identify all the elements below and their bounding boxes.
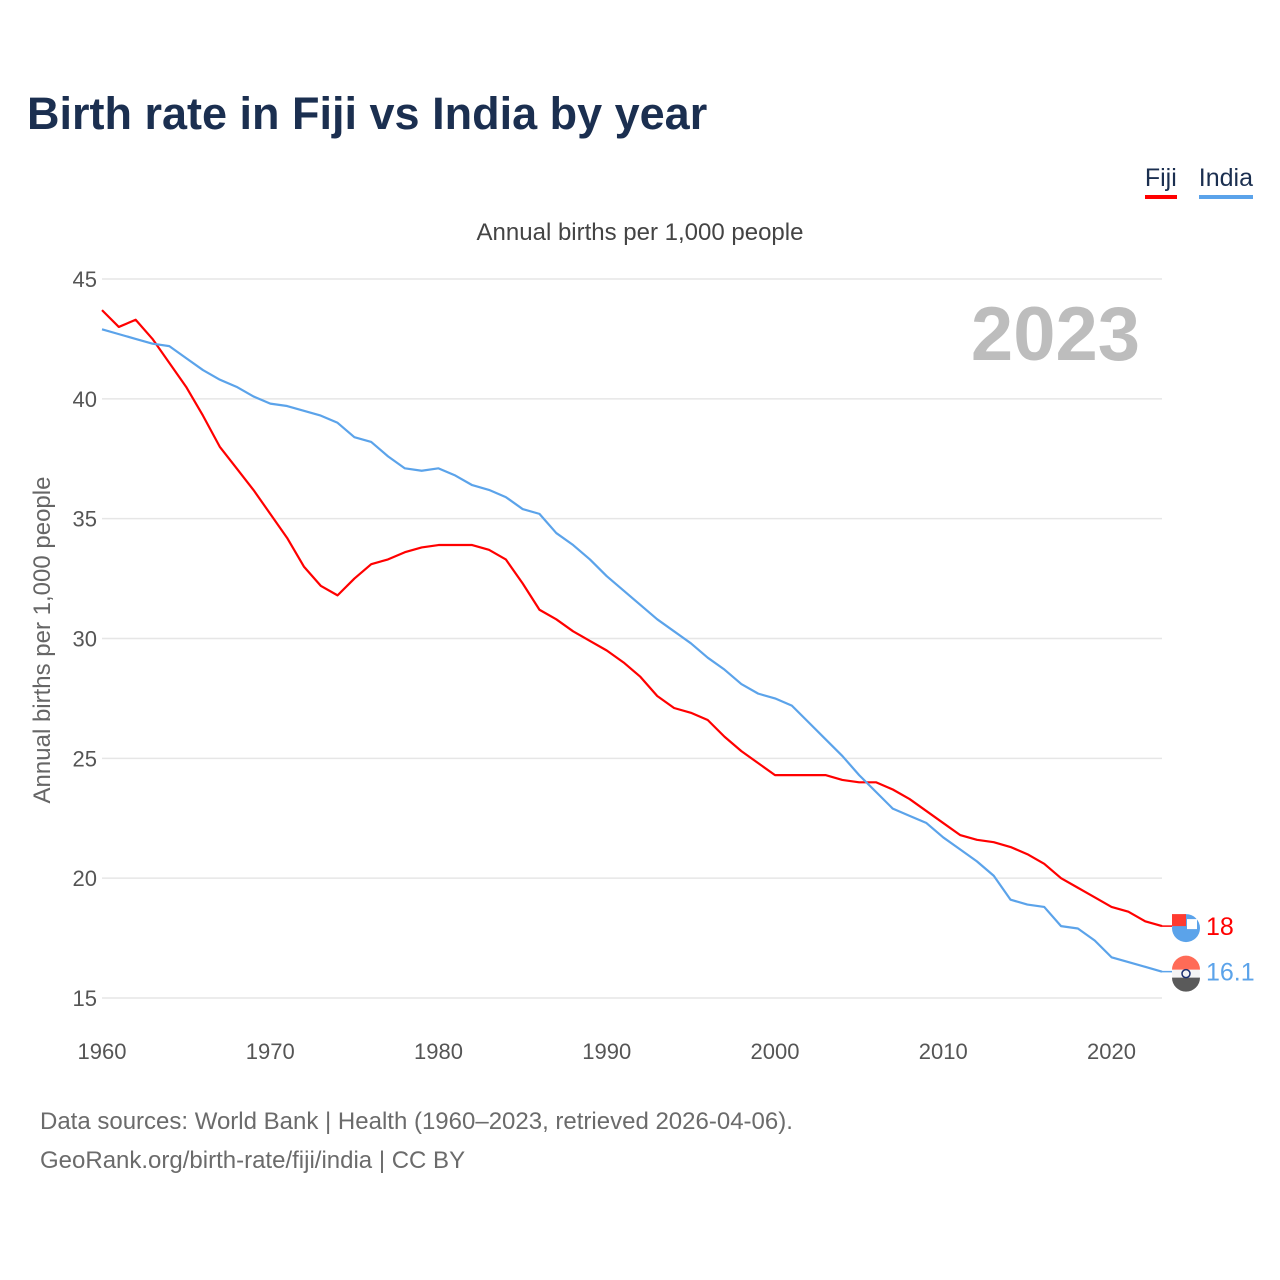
legend-item-india[interactable]: India [1198, 164, 1253, 199]
legend: Fiji India [1144, 164, 1253, 199]
y-tick-label: 45 [73, 267, 97, 292]
x-tick-label: 1960 [78, 1039, 127, 1064]
series-line-fiji [101, 309, 1163, 928]
legend-item-fiji[interactable]: Fiji [1144, 164, 1177, 199]
y-tick-label: 35 [73, 507, 97, 532]
x-tick-label: 2020 [1087, 1039, 1136, 1064]
india-flag-chakra [1181, 968, 1191, 979]
india-flag-green [1172, 977, 1200, 992]
fiji-flag-shield [1187, 919, 1197, 930]
x-tick-label: 1990 [582, 1039, 631, 1064]
series-line-india [101, 328, 1163, 973]
x-tick-label: 1980 [414, 1039, 463, 1064]
y-tick-label: 40 [73, 387, 97, 412]
x-tick-label: 2010 [919, 1039, 968, 1064]
year-watermark: 2023 [971, 292, 1140, 377]
india-flag-saffron [1172, 955, 1200, 970]
footer-link[interactable]: GeoRank.org/birth-rate/fiji/india | CC B… [40, 1147, 466, 1174]
y-tick-label: 20 [73, 866, 97, 891]
y-tick-label: 15 [73, 986, 97, 1011]
footer-sources: Data sources: World Bank | Health (1960–… [40, 1108, 793, 1135]
end-value-label-fiji: 18 [1206, 913, 1234, 941]
y-axis-label: Annual births per 1,000 people [29, 477, 56, 804]
x-tick-label: 1970 [246, 1039, 295, 1064]
x-tick-label: 2000 [751, 1039, 800, 1064]
y-tick-label: 25 [73, 746, 97, 771]
fiji-flag-canton [1172, 914, 1186, 927]
chart-title: Birth rate in Fiji vs India by year [27, 88, 708, 139]
y-tick-label: 30 [73, 627, 97, 652]
chart-subtitle: Annual births per 1,000 people [477, 219, 804, 246]
end-value-label-india: 16.1 [1206, 959, 1255, 987]
